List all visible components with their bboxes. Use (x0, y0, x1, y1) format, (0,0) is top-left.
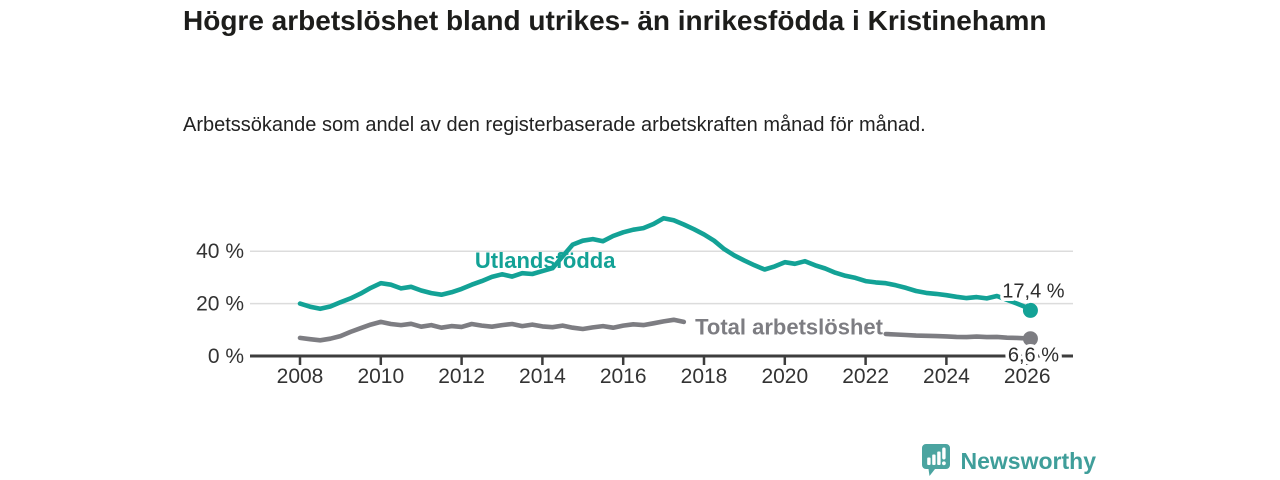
newsworthy-footer: Newsworthy (921, 443, 1096, 479)
chart-subtitle: Arbetssökande som andel av den registerb… (183, 114, 926, 136)
y-tick-label: 40 % (196, 240, 244, 263)
series-label-utlandsf-dda: Utlandsfödda (475, 248, 616, 273)
x-tick-label: 2024 (923, 365, 970, 388)
end-dot (1022, 302, 1038, 318)
x-tick-label: 2010 (357, 365, 404, 388)
end-value-label: 6,6 % (1008, 345, 1059, 367)
y-tick-label: 0 % (208, 345, 244, 368)
x-tick-label: 2026 (1004, 365, 1051, 388)
x-tick-label: 2020 (761, 365, 808, 388)
x-tick-label: 2018 (681, 365, 728, 388)
x-tick-label: 2014 (519, 365, 566, 388)
series-line-total-arbetsl-shet (883, 331, 1033, 342)
newsworthy-brand-text: Newsworthy (960, 448, 1096, 474)
end-dot (1022, 331, 1038, 347)
x-tick-label: 2012 (438, 365, 485, 388)
series-label-total-arbetsl-shet: Total arbetslöshet (695, 315, 884, 340)
newsworthy-logo-icon (921, 444, 950, 476)
x-tick-label: 2008 (277, 365, 324, 388)
end-value-label: 17,4 % (1002, 280, 1064, 302)
series-line-utlandsf-dda (297, 215, 1033, 313)
y-tick-label: 20 % (196, 293, 244, 316)
series-line-total-arbetsl-shet (297, 317, 687, 343)
x-tick-label: 2016 (600, 365, 647, 388)
chart-title: Högre arbetslöshet bland utrikes- än inr… (183, 5, 1047, 36)
x-tick-label: 2022 (842, 365, 889, 388)
